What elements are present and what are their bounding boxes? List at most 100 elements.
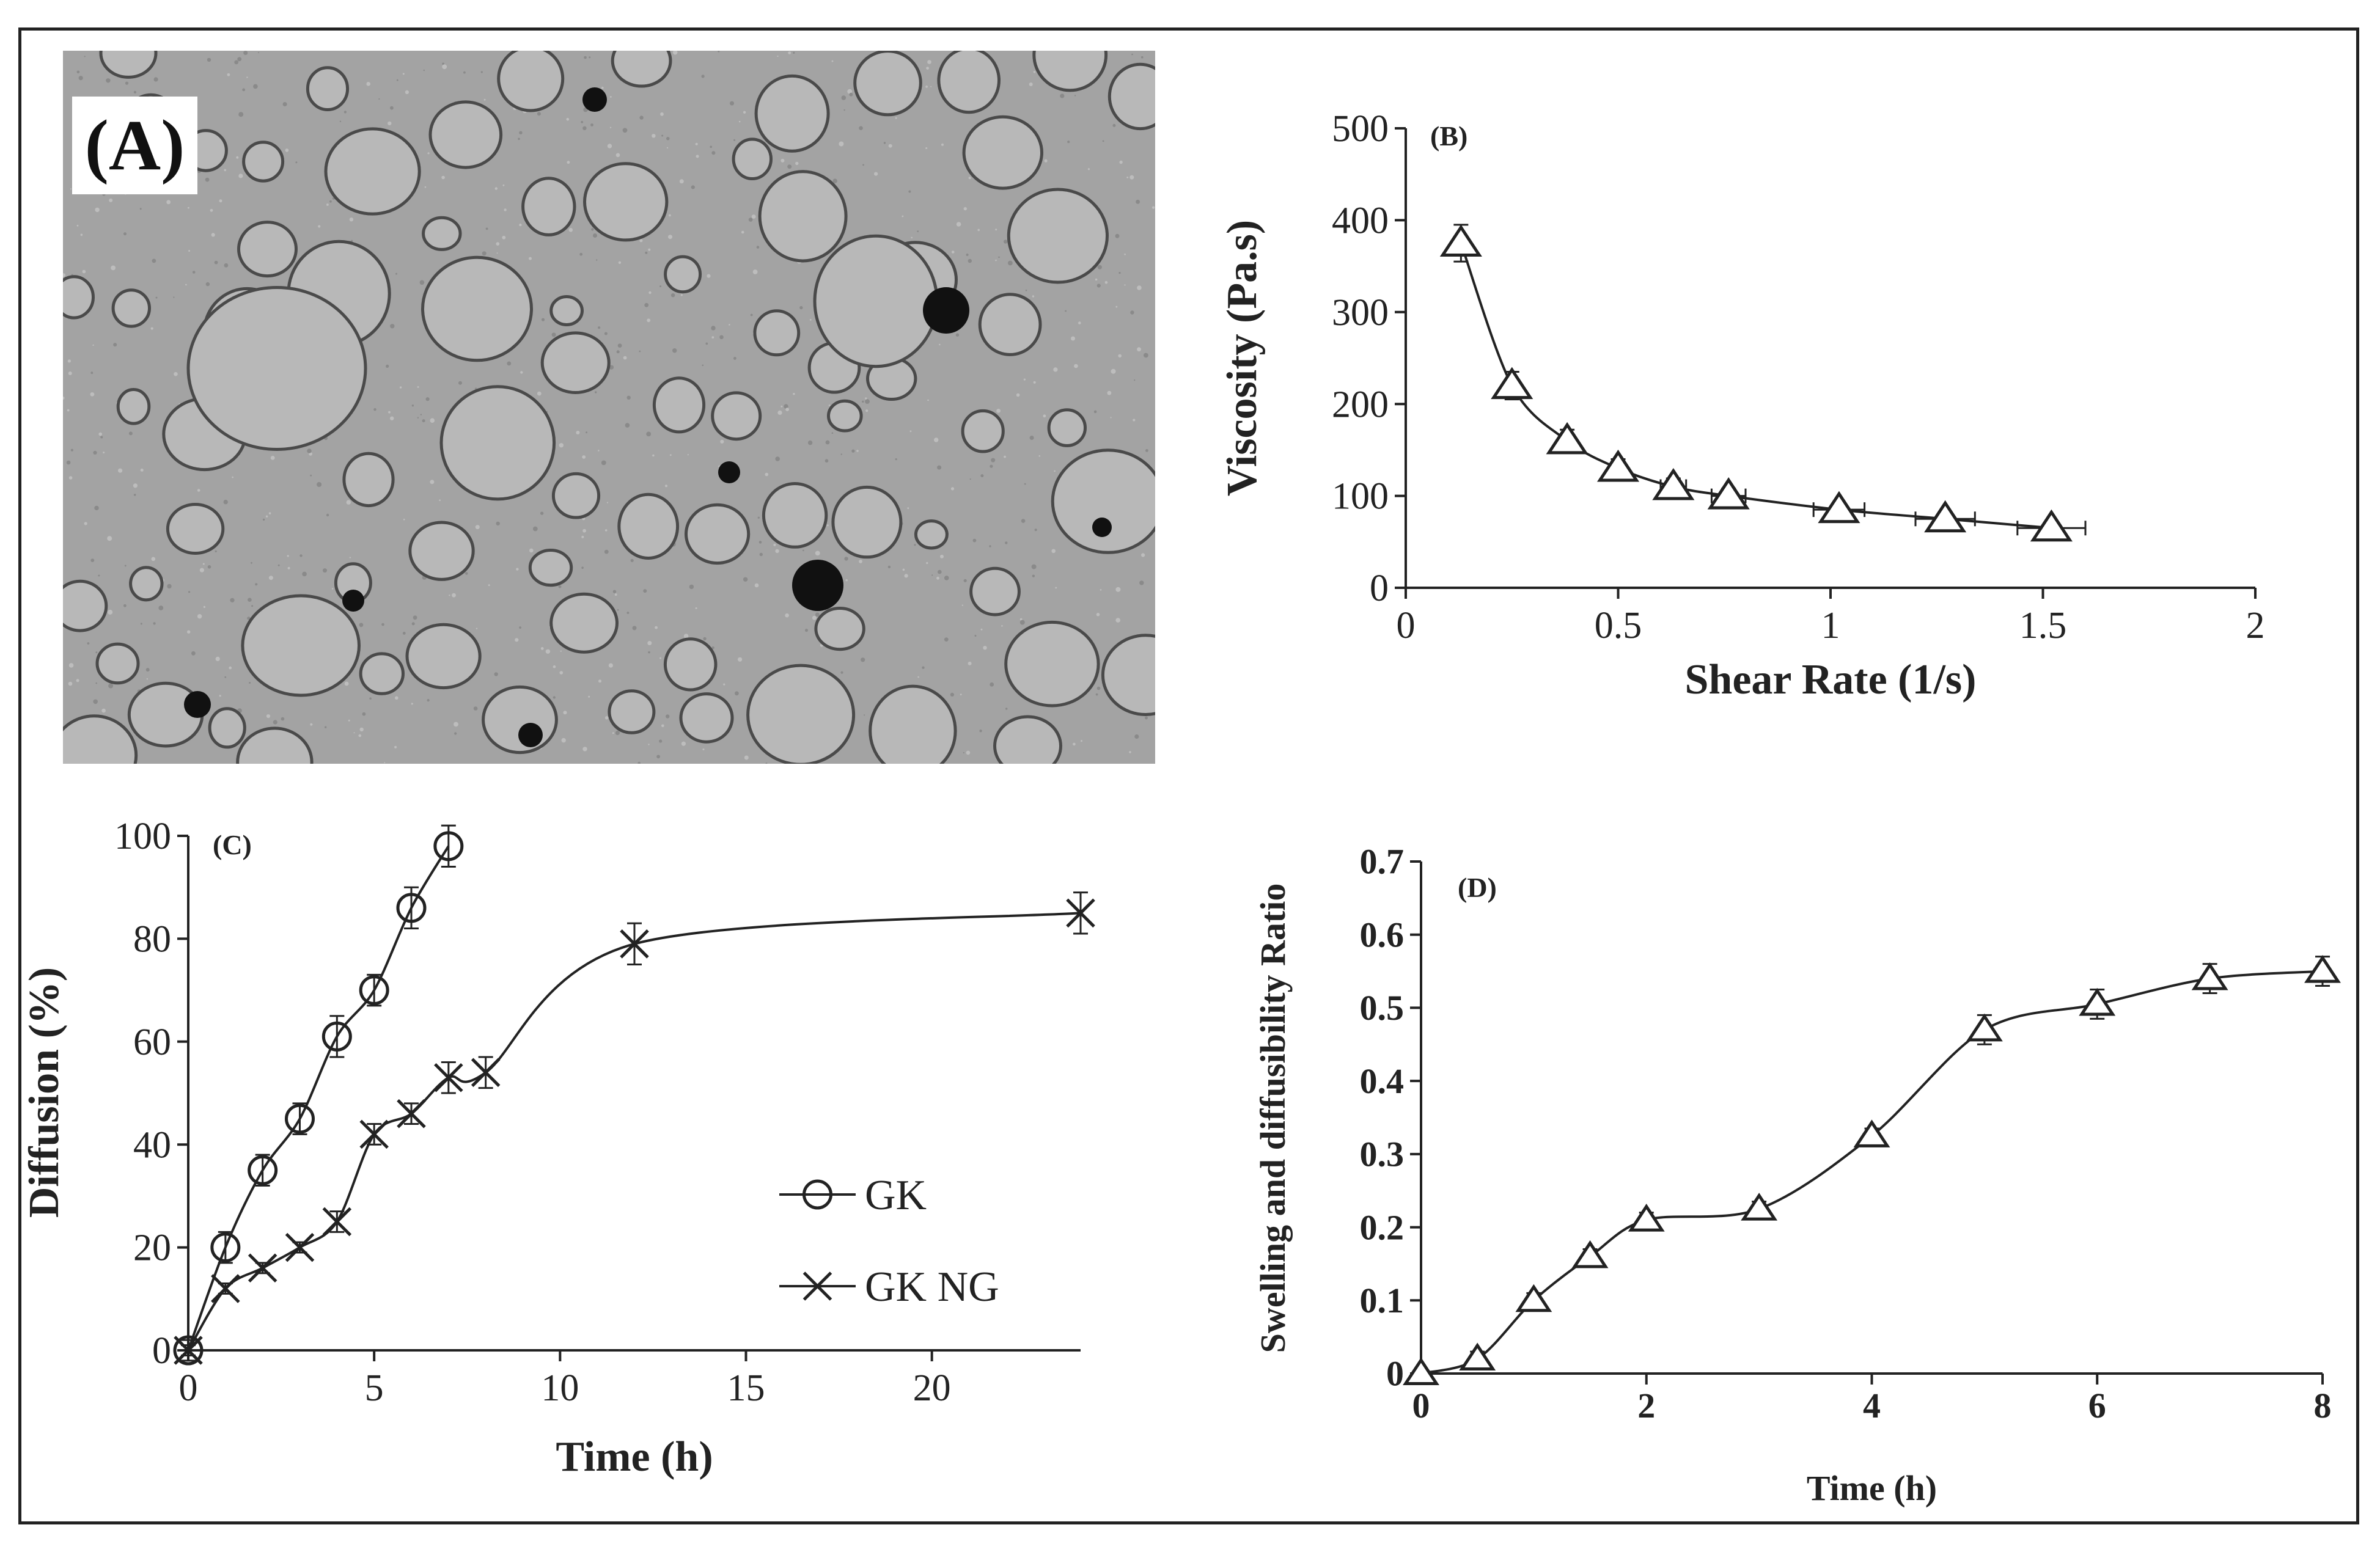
vesicle <box>754 74 830 153</box>
micrograph-grain <box>402 73 405 75</box>
micrograph-grain <box>343 111 347 114</box>
micrograph-grain <box>711 326 716 331</box>
micrograph-grain <box>670 293 675 298</box>
micrograph-grain <box>1100 589 1102 591</box>
data-point <box>434 1063 463 1092</box>
vesicle <box>1107 62 1155 131</box>
micrograph-grain <box>1053 367 1058 372</box>
vesicle <box>758 170 848 263</box>
micrograph-grain <box>826 524 829 527</box>
micrograph-grain <box>895 458 897 461</box>
micrograph-grain <box>441 175 445 180</box>
vesicle <box>1007 188 1109 284</box>
micrograph-grain <box>765 472 769 477</box>
micrograph-grain <box>744 755 749 760</box>
series-line <box>1460 243 2052 530</box>
vesicle <box>827 399 863 433</box>
panel-label: (B) <box>1430 120 1467 152</box>
micrograph-grain <box>1073 742 1076 746</box>
micrograph-grain <box>243 51 248 55</box>
micrograph-grain <box>326 513 329 517</box>
micrograph-grain <box>386 364 389 368</box>
micrograph-grain <box>617 343 622 348</box>
micrograph-grain <box>423 69 425 71</box>
micrograph-grain <box>612 732 614 734</box>
micrograph-grain <box>537 112 541 116</box>
vesicle <box>583 162 669 242</box>
micrograph-grain <box>348 719 350 722</box>
micrograph-grain <box>902 568 905 571</box>
micrograph-grain <box>990 464 993 468</box>
vesicle <box>663 637 718 692</box>
series-gk-ng <box>174 891 1095 1365</box>
micrograph-grain <box>1024 483 1026 485</box>
micrograph-grain <box>155 296 158 299</box>
micrograph-grain <box>353 732 355 734</box>
micrograph-grain <box>1137 285 1142 290</box>
chart-d: 0 2 4 6 8 0 0.1 0.2 0.3 0.4 0.5 0.6 0.7 Time (h) Swell… <box>1253 842 2341 1508</box>
micrograph-grain <box>743 111 746 114</box>
micrograph-grain <box>963 752 964 754</box>
micrograph-grain <box>249 682 251 684</box>
micrograph-grain <box>581 566 584 569</box>
micrograph-grain <box>395 273 397 275</box>
legend: GK GK NG <box>779 1172 999 1311</box>
micrograph-grain <box>394 745 397 748</box>
micrograph-grain <box>270 456 275 460</box>
data-point <box>321 1021 352 1052</box>
micrograph-grain <box>76 224 79 227</box>
micrograph-grain <box>904 574 908 578</box>
micrograph-grain <box>192 271 196 274</box>
micrograph-grain <box>665 485 667 488</box>
micrograph-grain <box>227 73 230 76</box>
micrograph-grain <box>1134 379 1136 381</box>
micrograph-grain <box>95 207 100 213</box>
vesicle <box>186 286 367 451</box>
micrograph-grain <box>113 343 117 347</box>
micrograph-grain <box>991 458 996 463</box>
micrograph-grain <box>411 703 413 705</box>
micrograph-grain <box>133 483 138 488</box>
data-point <box>397 1099 426 1129</box>
micrograph-grain <box>349 218 354 222</box>
legend-marker <box>803 1179 832 1210</box>
micrograph-grain <box>417 386 419 388</box>
x-tick-label: 0 <box>1412 1386 1430 1425</box>
error-bar <box>255 1154 270 1187</box>
micrograph-grain <box>67 359 71 363</box>
vesicle <box>1101 634 1155 716</box>
vesicle <box>608 689 656 734</box>
micrograph-grain <box>124 565 127 567</box>
micrograph-grain <box>1129 175 1134 180</box>
micrograph-grain <box>152 258 156 263</box>
micrograph-grain <box>1096 686 1101 690</box>
micrograph-grain <box>402 632 406 635</box>
vesicle <box>63 714 138 764</box>
micrograph-grain <box>358 734 362 737</box>
micrograph-grain <box>617 609 619 611</box>
data-point <box>248 1253 277 1283</box>
micrograph-grain <box>741 230 744 234</box>
micrograph-grain <box>1025 289 1027 291</box>
micrograph-grain <box>494 187 498 190</box>
micrograph-grain <box>215 550 217 553</box>
micrograph-grain <box>1115 233 1120 238</box>
vesicle <box>208 707 246 749</box>
micrograph-grain <box>589 56 591 59</box>
micrograph-grain <box>82 269 86 274</box>
micrograph-grain <box>666 137 670 141</box>
micrograph-grain <box>655 626 658 629</box>
micrograph-grain <box>586 431 587 434</box>
micrograph-grain <box>579 252 583 256</box>
micrograph-grain <box>911 236 913 239</box>
vesicle <box>1004 620 1100 708</box>
micrograph-grain <box>707 274 711 278</box>
micrograph-grain <box>68 476 73 480</box>
micrograph-grain <box>1141 553 1145 557</box>
micrograph-grain <box>366 82 370 86</box>
micrograph-grain <box>349 557 351 558</box>
vesicle <box>679 692 734 744</box>
micrograph-grain <box>1115 306 1118 308</box>
micrograph-grain <box>908 190 911 193</box>
data-point <box>174 1336 203 1365</box>
